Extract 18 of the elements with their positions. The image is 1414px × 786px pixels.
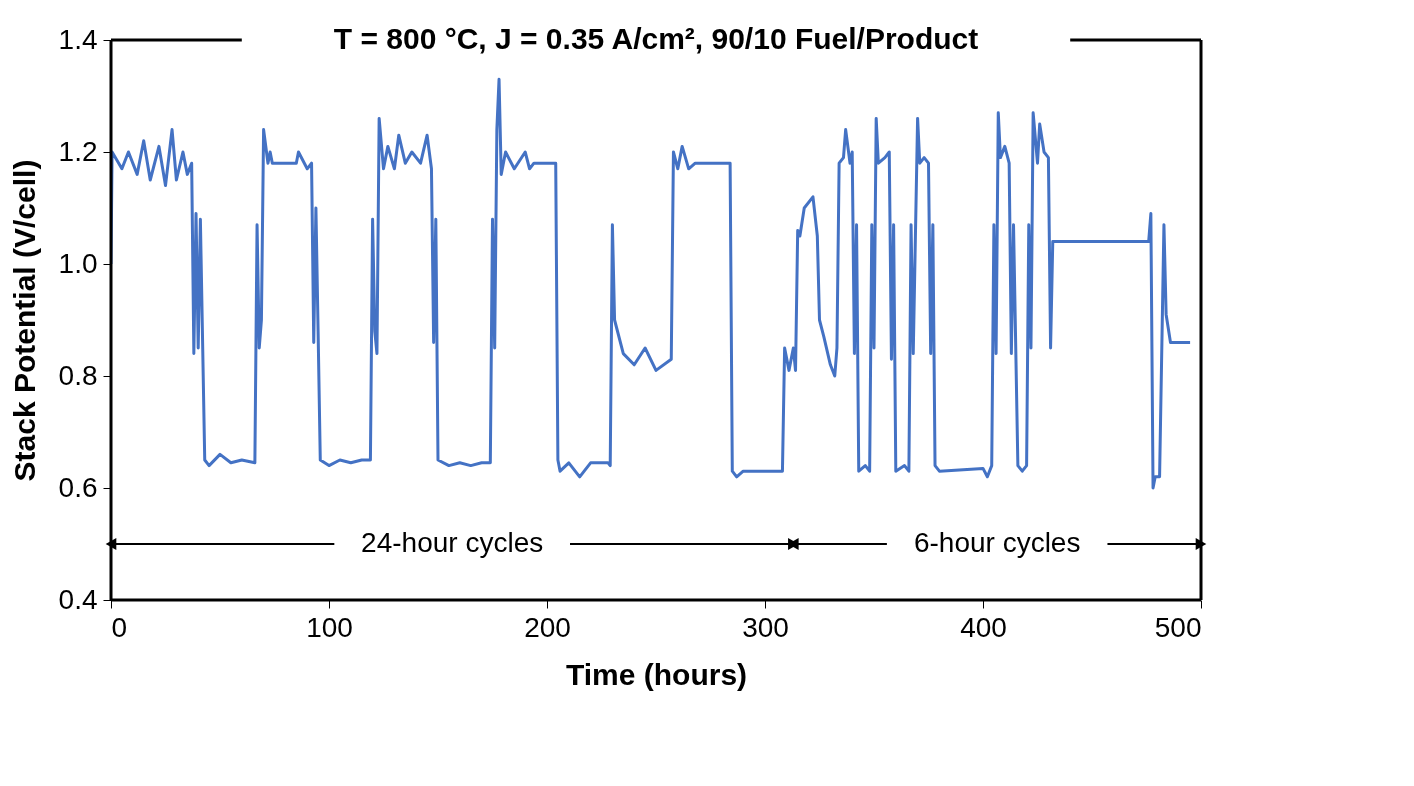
y-tick-label: 1.2 bbox=[58, 135, 98, 167]
x-tick-label: 400 bbox=[960, 611, 1007, 643]
x-axis-title: Time (hours) bbox=[565, 657, 748, 691]
annotation: 6-hour cycles bbox=[913, 527, 1081, 558]
chart-title: T = 800 °C, J = 0.35 A/cm², 90/10 Fuel/Product bbox=[333, 22, 979, 55]
y-axis-title: Stack Potential (V/cell) bbox=[7, 159, 41, 482]
annotation: 24-hour cycles bbox=[361, 527, 544, 558]
y-tick-label: 0.6 bbox=[58, 471, 98, 503]
y-tick-label: 1.4 bbox=[58, 23, 98, 55]
x-tick-label: 0 bbox=[111, 611, 128, 643]
x-tick-label: 200 bbox=[524, 611, 571, 643]
y-tick-label: 0.8 bbox=[58, 359, 98, 391]
x-tick-label: 100 bbox=[306, 611, 353, 643]
line-series bbox=[111, 77, 1192, 490]
x-tick-label: 500 bbox=[1154, 611, 1202, 643]
y-tick-label: 0.4 bbox=[58, 583, 98, 615]
x-tick-label: 300 bbox=[742, 611, 789, 643]
y-tick-label: 1.0 bbox=[58, 247, 98, 279]
